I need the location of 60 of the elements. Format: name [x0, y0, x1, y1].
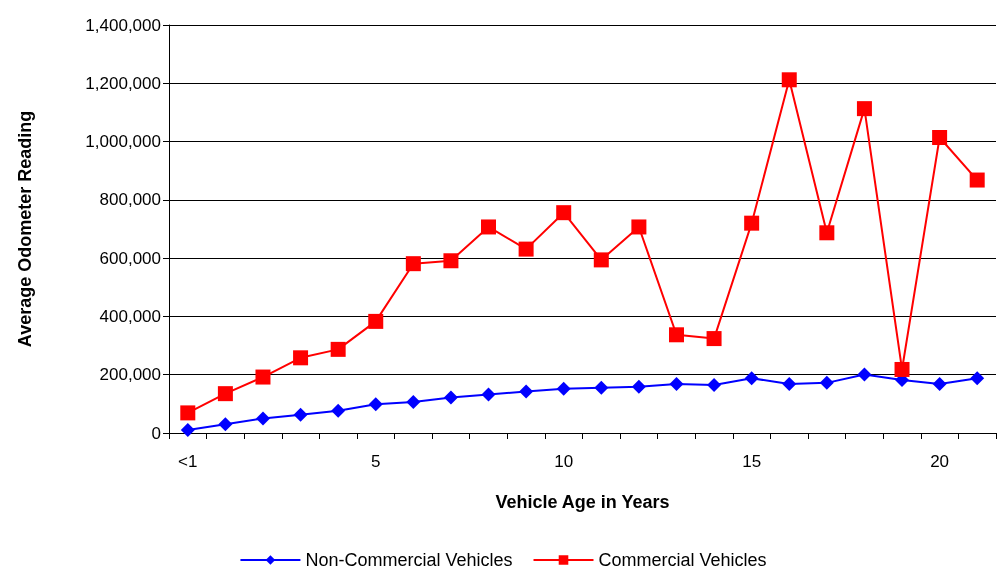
- x-tick-label: 20: [930, 452, 950, 471]
- y-tick-label: 1,400,000: [85, 15, 161, 35]
- point: [856, 101, 872, 117]
- x-axis-title: Vehicle Age in Years: [495, 492, 670, 512]
- y-tick-label: 1,200,000: [85, 73, 161, 93]
- point: [293, 407, 308, 422]
- point: [481, 387, 496, 402]
- point: [781, 72, 797, 88]
- point: [443, 390, 458, 405]
- point: [969, 172, 985, 188]
- point: [518, 241, 534, 257]
- x-tick-label: <1: [178, 452, 198, 471]
- point: [217, 386, 233, 402]
- point: [218, 417, 233, 432]
- point: [556, 381, 571, 396]
- point: [330, 341, 346, 357]
- point: [556, 205, 572, 221]
- point: [331, 403, 346, 418]
- point: [255, 369, 271, 385]
- point: [744, 215, 760, 231]
- y-tick-label: 200,000: [99, 365, 161, 385]
- point: [819, 375, 834, 390]
- y-tick-label: 800,000: [99, 190, 161, 210]
- point: [593, 252, 609, 268]
- point: [255, 411, 270, 426]
- y-axis-title: Average Odometer Reading: [15, 110, 35, 348]
- point: [180, 405, 196, 421]
- point: [970, 371, 985, 386]
- point: [293, 350, 309, 366]
- point: [932, 377, 947, 392]
- point: [519, 384, 534, 399]
- point: [631, 379, 646, 394]
- point: [368, 313, 384, 329]
- point: [631, 219, 647, 235]
- point: [707, 377, 722, 392]
- y-tick-label: 600,000: [99, 248, 161, 268]
- point: [406, 395, 421, 410]
- x-tick-label: 15: [742, 452, 762, 471]
- point: [405, 256, 421, 272]
- y-tick-label: 0: [151, 423, 161, 443]
- point: [819, 225, 835, 241]
- point: [782, 377, 797, 392]
- legend-label: Commercial Vehicles: [598, 550, 767, 570]
- point: [706, 331, 722, 347]
- x-tick-label: 10: [554, 452, 574, 471]
- x-tick-label: 5: [371, 452, 381, 471]
- point: [932, 129, 948, 145]
- y-tick-label: 400,000: [99, 306, 161, 326]
- point: [594, 380, 609, 395]
- point: [180, 423, 195, 438]
- point: [744, 371, 759, 386]
- point: [443, 253, 459, 269]
- point: [481, 219, 497, 235]
- point: [669, 377, 684, 392]
- y-tick-label: 1,000,000: [85, 132, 161, 152]
- point: [894, 361, 910, 377]
- point: [668, 327, 684, 343]
- legend-label: Non-Commercial Vehicles: [305, 550, 513, 570]
- point: [857, 367, 872, 382]
- point: [368, 397, 383, 412]
